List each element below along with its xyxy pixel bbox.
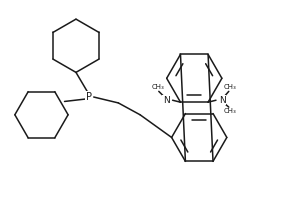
Text: CH₃: CH₃: [223, 108, 236, 114]
Text: CH₃: CH₃: [223, 84, 236, 90]
Text: CH₃: CH₃: [151, 84, 164, 90]
Text: P: P: [86, 92, 92, 102]
Text: N: N: [163, 96, 170, 105]
Text: N: N: [219, 96, 226, 105]
